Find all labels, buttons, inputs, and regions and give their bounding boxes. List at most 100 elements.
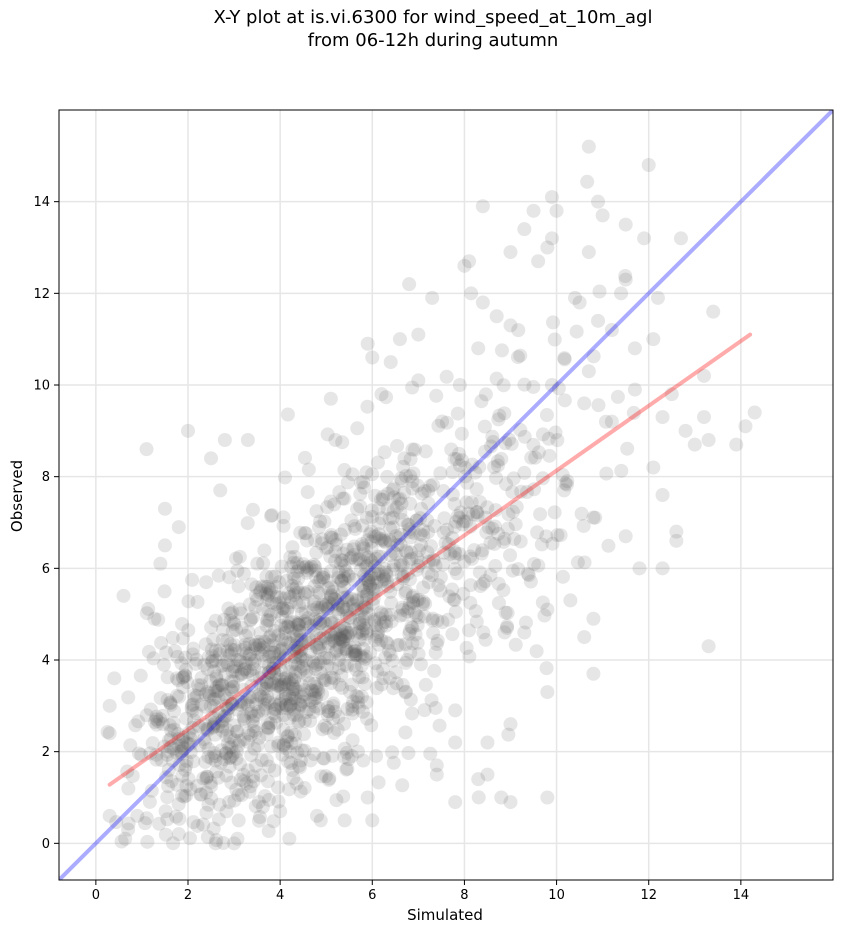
data-point [385,483,400,498]
data-point [281,619,296,634]
data-point [359,510,374,525]
data-point [398,584,413,599]
data-point [347,647,362,662]
data-point [234,620,249,635]
data-point [404,706,419,721]
data-point [249,580,264,595]
data-point [230,702,245,717]
data-point [218,709,233,724]
data-point [487,536,502,551]
data-point [291,618,306,633]
data-point [618,529,633,544]
data-point [431,418,446,433]
data-point [204,642,219,657]
data-point [324,670,339,685]
data-point [279,734,294,749]
data-point [453,505,468,520]
data-point [326,725,341,740]
data-point [296,694,311,709]
data-point [219,768,234,783]
data-point [327,497,342,512]
data-point [547,332,562,347]
data-point [194,787,209,802]
data-point [185,703,200,718]
data-point [277,620,292,635]
data-point [398,469,413,484]
data-point [478,444,493,459]
data-point [379,618,394,633]
data-point [181,771,196,786]
data-point [491,526,506,541]
data-point [424,568,439,583]
data-point [226,746,241,761]
data-point [163,695,178,710]
data-point [342,609,357,624]
data-point [297,450,312,465]
data-point [405,636,420,651]
data-point [494,343,509,358]
data-point [346,644,361,659]
data-point [485,521,500,536]
data-point [333,630,348,645]
data-point [506,471,521,486]
data-point [334,553,349,568]
data-point [310,614,325,629]
data-point [347,539,362,554]
data-point [193,787,208,802]
data-point [203,698,218,713]
data-point [450,566,465,581]
data-point [324,616,339,631]
data-point [307,594,322,609]
data-point [310,682,325,697]
data-point [312,574,327,589]
data-point [246,610,261,625]
data-point [286,555,301,570]
data-point [208,716,223,731]
data-point [497,531,512,546]
data-point [269,655,284,670]
data-point [207,717,222,732]
data-point [166,741,181,756]
data-point [632,561,647,576]
data-point [646,332,661,347]
data-point [292,616,307,631]
data-point [357,568,372,583]
data-point [339,659,354,674]
data-point [182,831,197,846]
data-point [380,469,395,484]
data-point [176,631,191,646]
data-point [327,592,342,607]
data-point [414,501,429,516]
data-point [311,640,326,655]
data-point [395,600,410,615]
data-point [485,429,500,444]
data-point [264,508,279,523]
data-point [286,707,301,722]
data-point [368,551,383,566]
data-point [261,721,276,736]
data-point [346,598,361,613]
data-point [351,689,366,704]
data-point [361,572,376,587]
data-point [252,638,267,653]
data-point [282,664,297,679]
data-point [306,654,321,669]
data-point [279,604,294,619]
data-point [293,664,308,679]
data-point [149,752,164,767]
data-point [203,674,218,689]
data-point [203,775,218,790]
data-point [560,474,575,489]
data-point [421,496,436,511]
data-point [212,677,227,692]
data-point [300,485,315,500]
data-point [379,390,394,405]
data-point [224,642,239,657]
data-point [256,703,271,718]
data-point [204,779,219,794]
data-point [219,746,234,761]
data-point [426,626,441,641]
data-point [294,677,309,692]
data-point [330,602,345,617]
data-point [230,652,245,667]
